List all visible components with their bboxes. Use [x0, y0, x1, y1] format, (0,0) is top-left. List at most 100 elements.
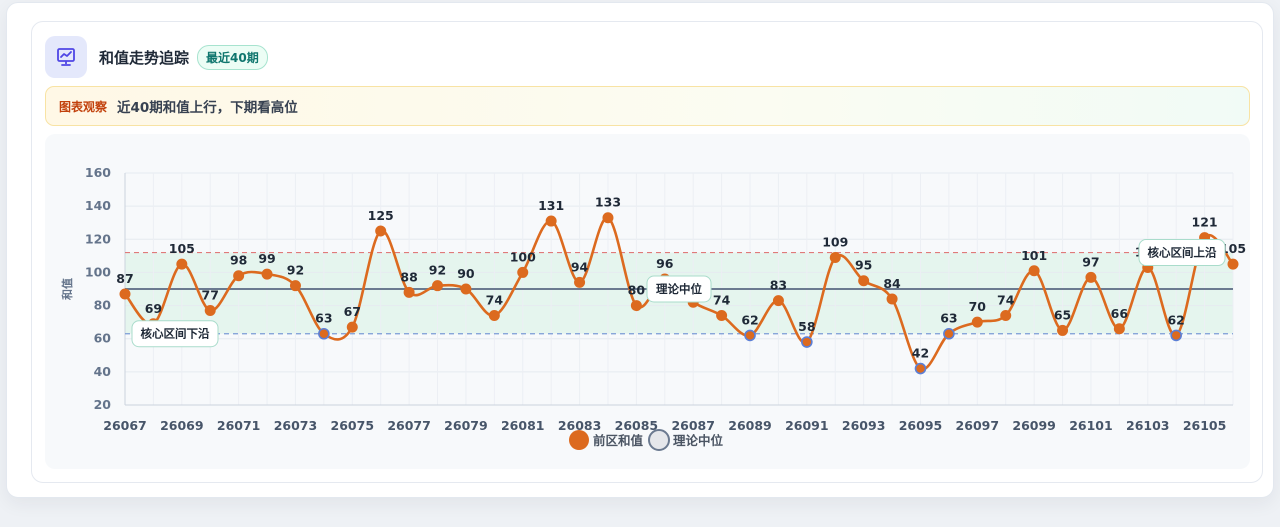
median-label: 理论中位: [656, 282, 702, 296]
data-label: 84: [883, 276, 901, 291]
y-tick-label: 60: [94, 331, 112, 346]
data-point: [1170, 329, 1182, 342]
data-label: 125: [368, 208, 394, 223]
data-label: 74: [997, 293, 1015, 308]
x-tick-label: 26083: [558, 418, 602, 433]
page-container: 和值走势追踪 最近40期 图表观察 近40期和值上行，下期看高位 20 40 60 8…: [6, 2, 1274, 498]
data-point: [517, 266, 529, 278]
data-point: [1000, 310, 1012, 322]
lower-range-label-box: [131, 320, 219, 348]
legend-swatch-median: [648, 429, 670, 451]
chart-trend-icon: [45, 36, 87, 78]
data-label: 65: [1054, 307, 1071, 322]
y-axis-label: 和值: [60, 278, 74, 300]
data-point: [488, 310, 500, 322]
y-tick-label: 120: [85, 231, 111, 246]
data-point: [176, 258, 188, 270]
data-point: [346, 321, 358, 333]
observation-tag: 图表观察: [59, 99, 108, 114]
data-point: [119, 288, 131, 300]
x-tick-label: 26085: [615, 418, 659, 433]
data-label: 80: [628, 283, 646, 298]
y-tick-label: 100: [85, 264, 111, 279]
data-point: [261, 268, 273, 280]
legend-swatch-series: [569, 430, 589, 450]
data-label: 62: [741, 312, 758, 327]
x-tick-label: 26097: [956, 418, 1000, 433]
data-point: [1028, 265, 1040, 277]
data-label: 101: [1021, 248, 1047, 263]
data-point: [602, 212, 614, 224]
data-label: 92: [429, 263, 446, 278]
data-point: [432, 280, 444, 292]
upper-range-label: 核心区间上沿: [1148, 246, 1217, 260]
data-label: 83: [770, 278, 787, 293]
data-point: [545, 215, 557, 227]
data-label: 74: [713, 293, 731, 308]
data-point: [858, 275, 870, 287]
x-tick-label: 26071: [217, 418, 261, 433]
data-label: 62: [1167, 312, 1184, 327]
data-point: [716, 310, 728, 322]
x-tick-label: 26087: [671, 418, 715, 433]
lower-range-label: 核心区间下沿: [141, 327, 210, 341]
data-point: [630, 300, 642, 312]
data-point: [204, 305, 216, 317]
upper-range-label-box: [1138, 239, 1226, 267]
data-label: 63: [315, 311, 332, 326]
trend-card: 和值走势追踪 最近40期 图表观察 近40期和值上行，下期看高位 20 40 60 8…: [31, 21, 1263, 483]
data-label: 100: [510, 249, 536, 264]
data-label: 88: [400, 269, 417, 284]
x-tick-label: 26069: [160, 418, 204, 433]
data-label: 74: [486, 293, 504, 308]
data-point: [574, 276, 586, 288]
data-label: 69: [145, 301, 162, 316]
x-tick-label: 26067: [103, 418, 147, 433]
data-point: [829, 252, 841, 264]
data-label: 67: [344, 304, 361, 319]
data-label: 42: [912, 346, 929, 361]
chart-area: 20 40 60 80 100 120 140 160 和值 26067 26069 26071 260…: [45, 134, 1250, 469]
x-tick-label: 26089: [728, 418, 772, 433]
x-tick-label: 26095: [899, 418, 943, 433]
data-point: [1085, 271, 1097, 283]
y-tick-label: 40: [94, 364, 112, 379]
data-label: 90: [457, 266, 475, 281]
data-point: [1057, 324, 1069, 336]
data-point: [289, 280, 301, 292]
data-label: 58: [798, 319, 815, 334]
data-point: [971, 316, 983, 328]
x-tick-label: 26075: [331, 418, 375, 433]
x-tick-label: 26099: [1012, 418, 1056, 433]
data-label: 87: [116, 271, 133, 286]
x-tick-label: 26073: [274, 418, 318, 433]
card-header: 和值走势追踪 最近40期: [45, 36, 268, 78]
data-point: [886, 293, 898, 305]
data-point: [801, 336, 813, 348]
period-badge: 最近40期: [197, 44, 268, 70]
data-point: [914, 362, 927, 375]
x-tick-label: 26101: [1069, 418, 1113, 433]
x-tick-label: 26079: [444, 418, 488, 433]
x-tick-label: 26103: [1126, 418, 1170, 433]
observation-banner: 图表观察 近40期和值上行，下期看高位: [45, 86, 1250, 126]
legend-label-series: 前区和值: [593, 433, 644, 448]
data-label: 105: [1220, 241, 1246, 256]
data-label: 133: [595, 195, 621, 210]
data-label: 105: [169, 241, 195, 256]
data-point: [233, 270, 245, 282]
card-title: 和值走势追踪: [99, 48, 190, 67]
data-label: 94: [571, 259, 589, 274]
data-label: 96: [656, 256, 674, 271]
x-tick-label: 26077: [387, 418, 431, 433]
y-tick-label: 140: [85, 198, 111, 213]
data-point: [1227, 258, 1239, 270]
data-label: 131: [538, 198, 564, 213]
data-label: 109: [822, 235, 848, 250]
y-tick-label: 80: [94, 298, 112, 313]
median-label-box: [646, 275, 712, 303]
x-tick-label: 26091: [785, 418, 829, 433]
data-label: 92: [287, 263, 304, 278]
y-tick-label: 20: [94, 397, 112, 412]
y-tick-label: 160: [85, 165, 111, 180]
